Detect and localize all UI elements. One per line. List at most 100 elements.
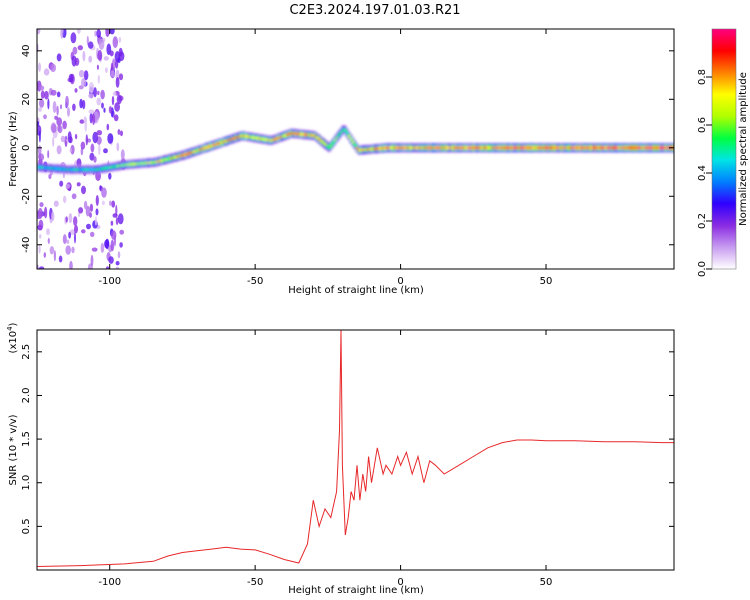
ridge-cell bbox=[118, 164, 122, 167]
ridge-cell bbox=[70, 168, 74, 171]
ridge-cell bbox=[311, 134, 315, 137]
ridge-cell bbox=[357, 149, 361, 152]
noise-blob bbox=[118, 73, 124, 81]
ridge-cell bbox=[421, 146, 425, 149]
noise-blob bbox=[82, 99, 86, 110]
noise-blob bbox=[54, 115, 58, 120]
ridge-cell bbox=[321, 141, 325, 144]
ridge-cell bbox=[389, 146, 393, 149]
noise-blob bbox=[79, 98, 83, 109]
noise-blob bbox=[119, 229, 124, 235]
noise-blob bbox=[98, 143, 101, 156]
ridge-cell bbox=[620, 146, 624, 149]
noise-blob bbox=[71, 193, 77, 200]
ridge-cell bbox=[313, 135, 317, 137]
noise-blob bbox=[114, 59, 119, 69]
ridge-cell bbox=[337, 133, 341, 136]
ridge-cell bbox=[130, 163, 134, 166]
ridge-cell bbox=[608, 146, 612, 149]
ridge-cell bbox=[136, 162, 140, 165]
ridge-cell bbox=[206, 146, 210, 148]
noise-blob bbox=[94, 30, 97, 37]
ridge-cell bbox=[494, 146, 498, 149]
noise-blob bbox=[117, 213, 124, 225]
ridge-cell bbox=[252, 136, 255, 139]
ridge-cell bbox=[138, 162, 142, 165]
ridge-cell bbox=[465, 146, 468, 149]
noise-blob bbox=[108, 106, 112, 114]
noise-blob bbox=[109, 200, 112, 206]
noise-blob bbox=[78, 207, 84, 214]
ridge-cell bbox=[230, 138, 234, 141]
noise-blob bbox=[109, 50, 114, 57]
noise-blob bbox=[53, 250, 57, 262]
ridge-cell bbox=[546, 146, 550, 149]
ridge-cell bbox=[572, 146, 576, 149]
ridge-cell bbox=[329, 144, 333, 147]
ridge-cell bbox=[630, 146, 634, 149]
noise-blob bbox=[112, 213, 118, 218]
ridge-cell bbox=[108, 166, 112, 169]
ridge-cell bbox=[50, 167, 54, 170]
colorbar-tick-label: 0.6 bbox=[697, 117, 708, 133]
noise-blob bbox=[113, 114, 119, 122]
ridge-cell bbox=[226, 139, 230, 142]
y-tick-label: 0 bbox=[21, 145, 32, 151]
ridge-cell bbox=[56, 167, 60, 170]
ridge-cell bbox=[658, 146, 662, 149]
ridge-cell bbox=[556, 146, 560, 149]
ridge-cell bbox=[156, 160, 160, 163]
noise-blob bbox=[43, 252, 46, 258]
ridge-cell bbox=[596, 146, 600, 149]
ridge-cell bbox=[445, 146, 449, 149]
ridge-cell bbox=[383, 147, 387, 149]
ridge-cell bbox=[482, 146, 486, 149]
ridge-cell bbox=[216, 142, 220, 145]
ridge-cell bbox=[96, 168, 100, 171]
ridge-cell bbox=[349, 138, 353, 140]
ridge-cell bbox=[277, 136, 281, 139]
ridge-cell bbox=[265, 139, 269, 141]
ridge-cell bbox=[238, 135, 242, 138]
ridge-cell bbox=[530, 146, 534, 149]
ridge-cell bbox=[172, 156, 176, 159]
ridge-cell bbox=[345, 132, 349, 134]
ridge-cell bbox=[488, 146, 492, 149]
ridge-cell bbox=[182, 154, 186, 156]
noise-blob bbox=[80, 141, 86, 150]
ridge-cell bbox=[146, 162, 150, 164]
ridge-cell bbox=[536, 146, 540, 149]
ridge-cell bbox=[244, 135, 247, 138]
noise-blob bbox=[103, 148, 108, 154]
noise-blob bbox=[103, 56, 109, 61]
ridge-cell bbox=[459, 146, 462, 149]
y-tick-label: 40 bbox=[21, 44, 32, 57]
ridge-cell bbox=[263, 138, 267, 141]
ridge-cell bbox=[166, 158, 170, 160]
snr-line bbox=[37, 330, 674, 567]
ridge-cell bbox=[281, 135, 285, 138]
ridge-cell bbox=[202, 147, 206, 150]
noise-blob bbox=[65, 245, 71, 255]
ridge-cell bbox=[132, 163, 136, 165]
ridge-cell bbox=[516, 146, 520, 149]
ridge-cell bbox=[214, 143, 218, 146]
noise-blob bbox=[88, 93, 94, 99]
ridge-cell bbox=[287, 133, 291, 135]
noise-blob bbox=[47, 237, 50, 244]
noise-blob bbox=[43, 114, 47, 120]
ridge-cell bbox=[116, 165, 120, 167]
ridge-cell bbox=[407, 146, 411, 149]
noise-blob bbox=[96, 130, 103, 136]
ridge-cell bbox=[74, 168, 78, 171]
y-tick-label: -20 bbox=[21, 188, 32, 204]
ridge-cell bbox=[78, 168, 82, 171]
noise-blob bbox=[115, 261, 120, 266]
noise-blob bbox=[106, 123, 110, 131]
ridge-cell bbox=[576, 146, 580, 149]
ridge-cell bbox=[486, 146, 490, 149]
ridge-cell bbox=[652, 146, 656, 149]
ridge-cell bbox=[455, 146, 458, 149]
noise-blob bbox=[88, 109, 95, 114]
noise-blob bbox=[110, 70, 115, 78]
